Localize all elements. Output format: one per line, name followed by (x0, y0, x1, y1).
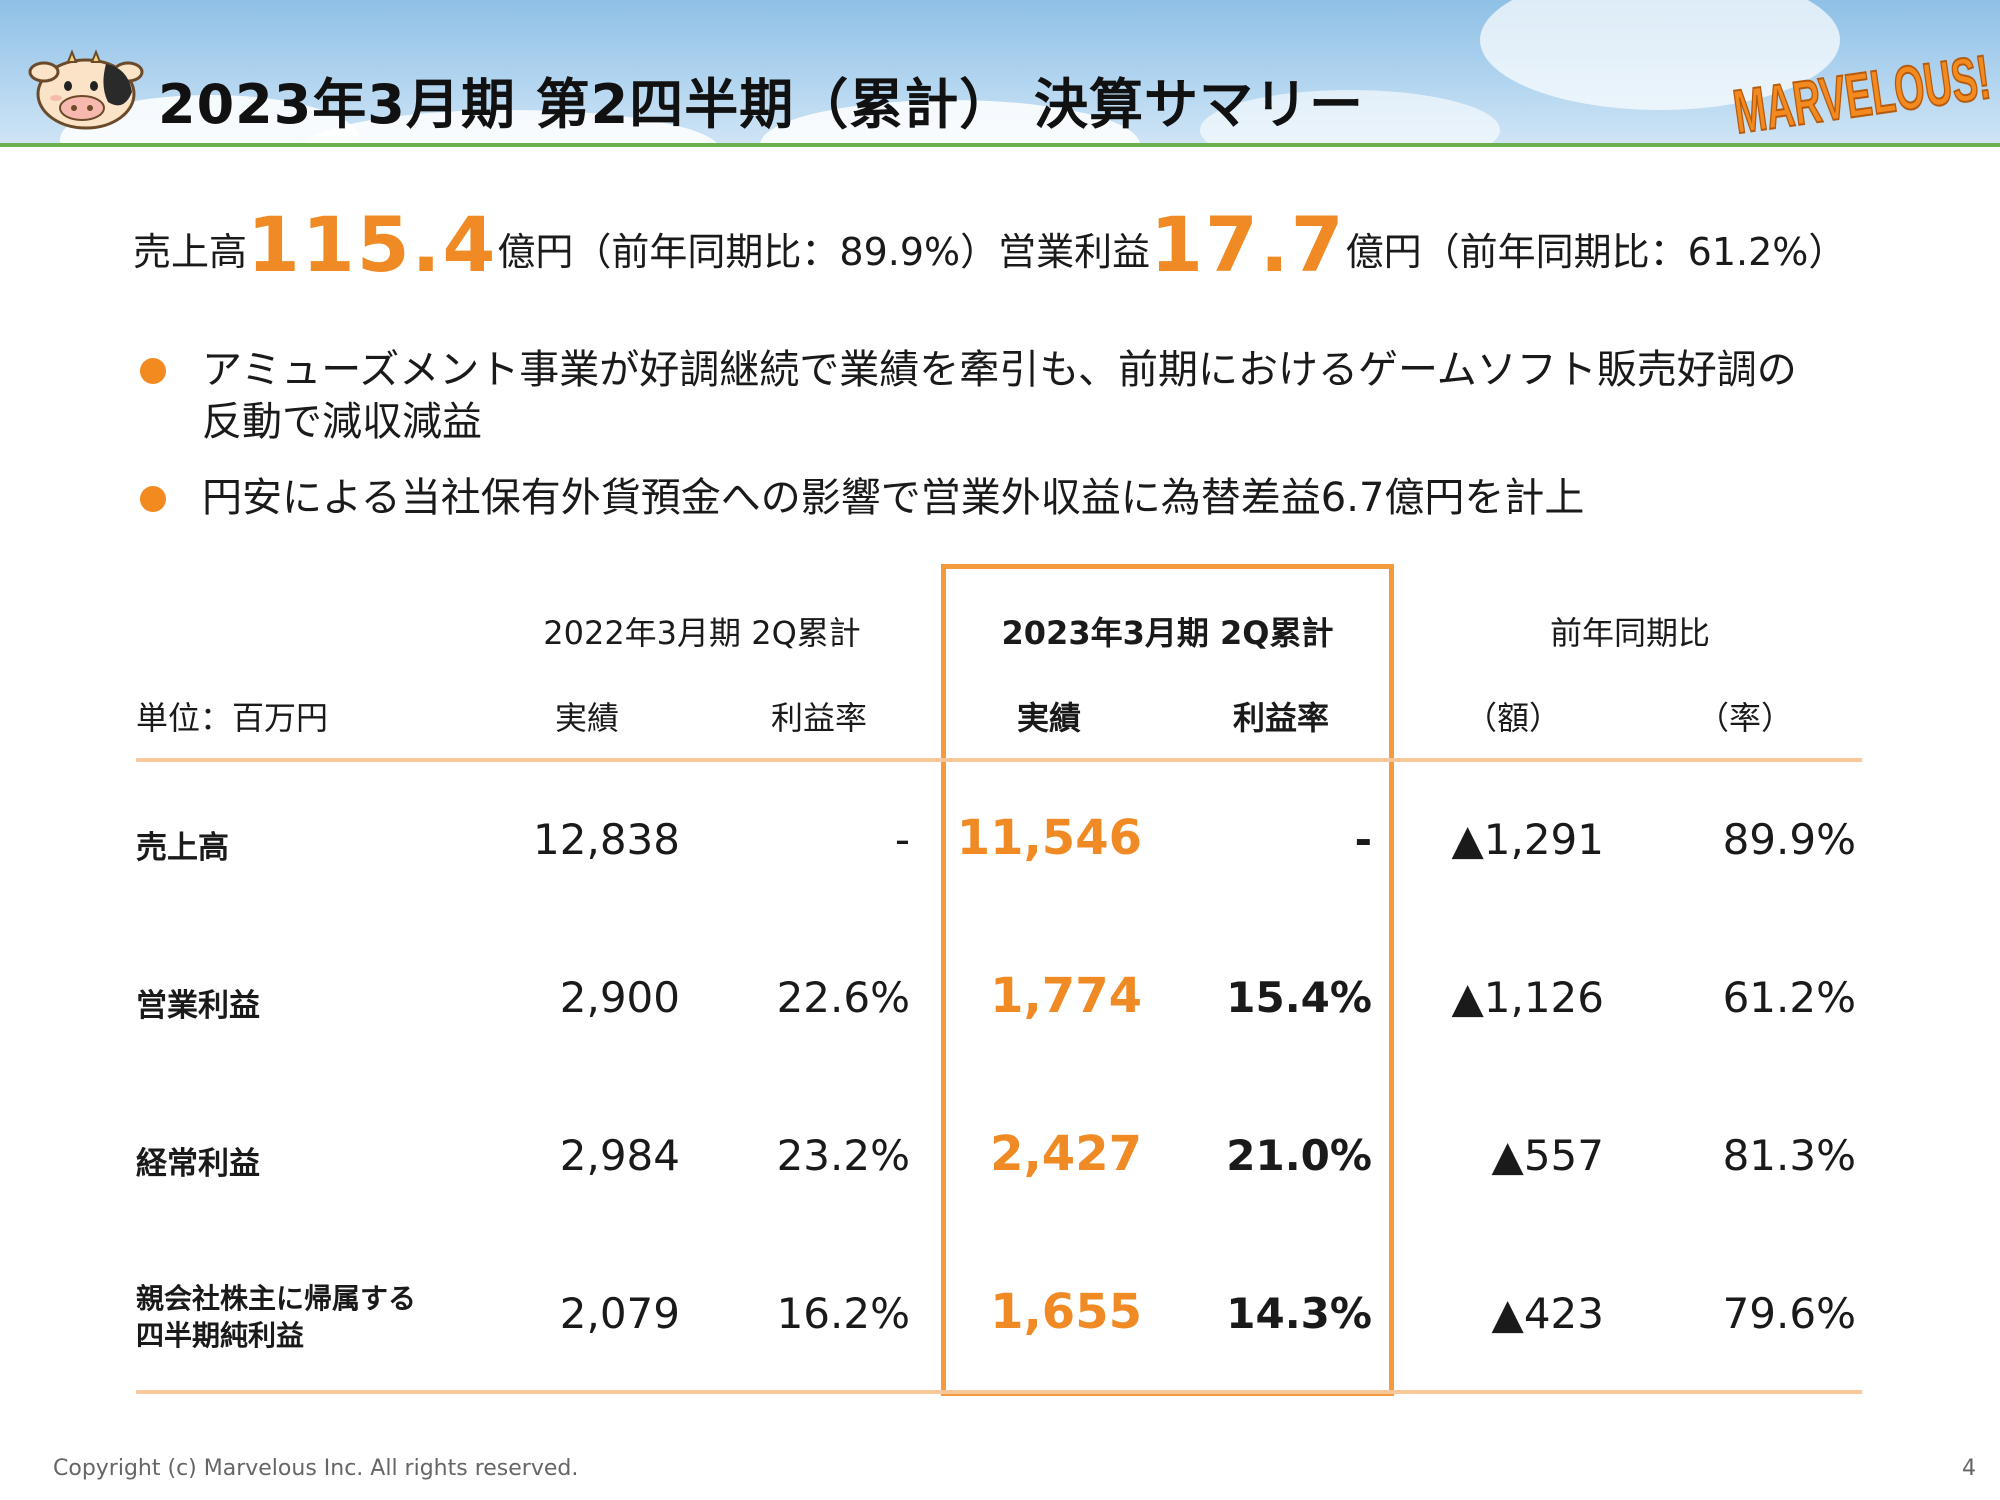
yoy-rate: 89.9% (1722, 815, 1856, 864)
prev-actual: 2,900 (559, 973, 680, 1022)
yoy-rate: 79.6% (1722, 1289, 1856, 1338)
subheader-rate: （率） (1696, 699, 1793, 737)
row-label: 売上高 (136, 830, 229, 866)
svg-text:MARVELOUS!: MARVELOUS! (1729, 43, 1994, 136)
yoy-diff: ▲423 (1491, 1289, 1604, 1338)
subheader-diff: （額） (1464, 699, 1561, 737)
prev-margin: 23.2% (776, 1131, 910, 1180)
curr-margin: - (1354, 815, 1372, 864)
yoy-rate: 81.3% (1722, 1131, 1856, 1180)
prev-actual: 2,984 (559, 1131, 680, 1180)
header-banner (0, 0, 2000, 143)
prev-actual: 2,079 (559, 1289, 680, 1338)
yoy-diff: ▲1,126 (1451, 973, 1604, 1022)
marvelous-logo: MARVELOUS! (1728, 42, 1995, 136)
prev-actual: 12,838 (533, 815, 680, 864)
cow-mascot-icon (28, 49, 144, 130)
curr-margin: 21.0% (1226, 1131, 1372, 1180)
curr-actual: 1,655 (990, 1284, 1142, 1340)
group-header-prev: 2022年3月期 2Q累計 (543, 614, 861, 652)
curr-actual: 11,546 (956, 810, 1142, 866)
bullet-dot-icon (140, 486, 166, 512)
table-bottom-rule (136, 1390, 1862, 1394)
prev-margin: 22.6% (776, 973, 910, 1022)
copyright-text: Copyright (c) Marvelous Inc. All rights … (53, 1456, 579, 1481)
group-header-yoy: 前年同期比 (1549, 614, 1710, 652)
yoy-rate: 61.2% (1722, 973, 1856, 1022)
header-divider (0, 143, 2000, 147)
curr-margin: 15.4% (1226, 973, 1372, 1022)
curr-margin: 14.3% (1226, 1289, 1372, 1338)
page-number: 4 (1962, 1456, 1976, 1481)
prev-margin: 16.2% (776, 1289, 910, 1338)
bullet-dot-icon (140, 358, 166, 384)
bullet-line: 円安による当社保有外貨預金への影響で営業外収益に為替差益6.7億円を計上 (202, 475, 1585, 521)
bullet-line: アミューズメント事業が好調継続で業績を牽引も、前期におけるゲームソフト販売好調の (202, 347, 1797, 393)
operating-income-suffix: 億円（前年同期比：61.2%） (1345, 230, 1847, 274)
row-label-line: 親会社株主に帰属する (136, 1282, 417, 1315)
bullet-line: 反動で減収減益 (202, 399, 482, 445)
curr-actual: 1,774 (990, 968, 1142, 1024)
prev-margin: - (894, 815, 910, 864)
unit-label: 単位：百万円 (136, 699, 329, 737)
summary-line: 売上高115.4億円（前年同期比：89.9%）営業利益17.7億円（前年同期比：… (133, 200, 1846, 289)
operating-income-value: 17.7 (1150, 200, 1346, 289)
table-top-rule (136, 758, 1862, 762)
subheader-prev-actual: 実績 (554, 699, 619, 737)
row-label: 営業利益 (136, 988, 260, 1024)
sales-suffix: 億円（前年同期比：89.9%） (497, 230, 999, 274)
row-label: 親会社株主に帰属する 四半期純利益 (136, 1280, 416, 1354)
curr-actual: 2,427 (990, 1126, 1142, 1182)
subheader-prev-margin: 利益率 (770, 699, 867, 737)
subheader-curr-actual: 実績 (1016, 699, 1081, 737)
subheader-curr-margin: 利益率 (1232, 699, 1329, 737)
yoy-diff: ▲1,291 (1451, 815, 1604, 864)
page-title: 2023年3月期 第2四半期（累計） 決算サマリー (158, 73, 1365, 136)
group-header-current: 2023年3月期 2Q累計 (1001, 614, 1334, 652)
row-label: 経常利益 (136, 1146, 260, 1182)
operating-income-label: 営業利益 (998, 230, 1151, 274)
row-label-line: 四半期純利益 (136, 1319, 305, 1352)
sales-label: 売上高 (133, 230, 248, 274)
sales-value: 115.4 (247, 200, 498, 289)
yoy-diff: ▲557 (1491, 1131, 1604, 1180)
